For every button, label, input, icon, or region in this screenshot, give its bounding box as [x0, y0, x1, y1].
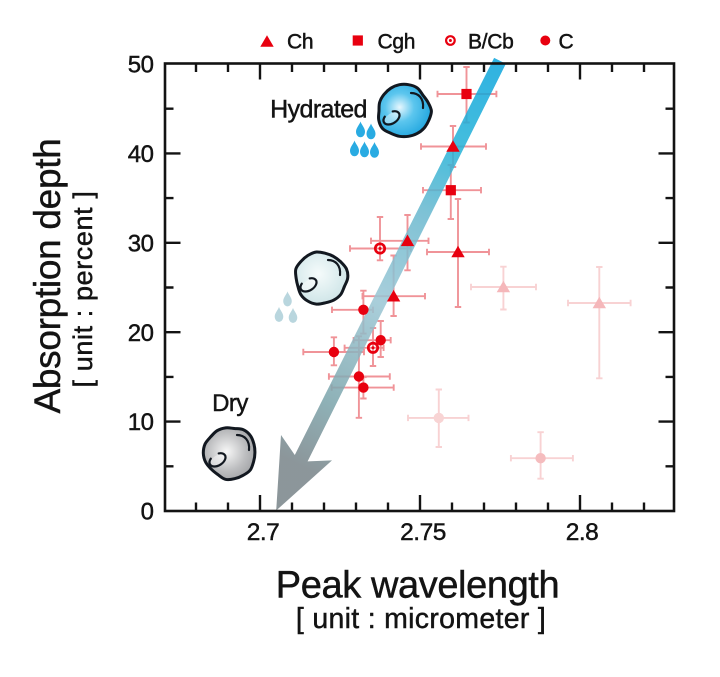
svg-text:40: 40 [128, 141, 154, 168]
svg-text:2.8: 2.8 [566, 519, 599, 546]
svg-text:B/Cb: B/Cb [468, 31, 514, 54]
svg-text:[ unit : micrometer ]: [ unit : micrometer ] [296, 603, 546, 635]
svg-text:Ch: Ch [287, 31, 313, 54]
svg-text:10: 10 [128, 409, 154, 436]
svg-text:Cgh: Cgh [378, 31, 416, 54]
svg-text:2.7: 2.7 [247, 519, 280, 546]
svg-text:Hydrated: Hydrated [270, 96, 367, 124]
svg-text:Absorption depth: Absorption depth [27, 139, 68, 414]
svg-text:Dry: Dry [212, 390, 248, 417]
svg-text:2.75: 2.75 [400, 519, 446, 546]
svg-text:30: 30 [128, 230, 154, 257]
svg-text:20: 20 [128, 320, 154, 347]
svg-text:Peak wavelength: Peak wavelength [276, 565, 559, 607]
svg-text:[ unit : percent ]: [ unit : percent ] [68, 191, 98, 388]
svg-text:C: C [559, 31, 574, 54]
svg-text:50: 50 [128, 52, 154, 79]
svg-text:0: 0 [141, 499, 154, 526]
